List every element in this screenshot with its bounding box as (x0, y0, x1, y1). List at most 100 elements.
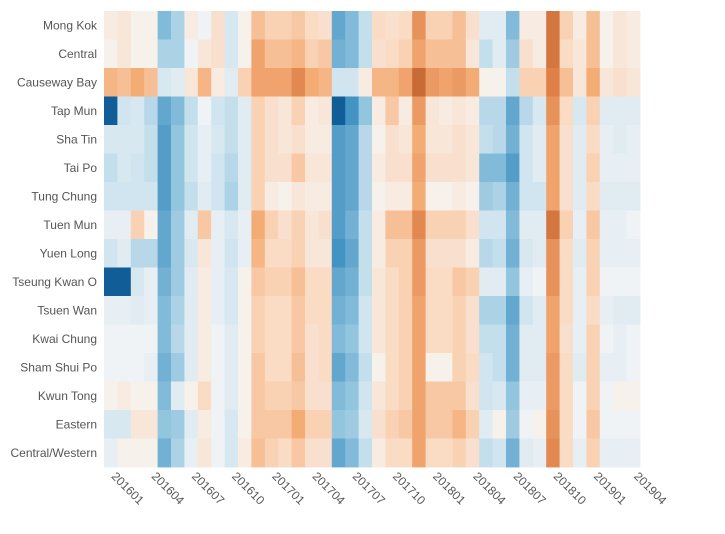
heatmap-cell (104, 153, 118, 183)
heatmap-cell (492, 68, 507, 97)
heatmap-cell (358, 182, 373, 211)
heatmap-cell (197, 125, 212, 154)
x-tick-label: 201707 (350, 469, 388, 507)
heatmap-cell (358, 96, 373, 126)
heatmap-cell (492, 438, 507, 468)
heatmap-cell (104, 210, 118, 240)
heatmap-cell (479, 410, 493, 439)
heatmap-cell (157, 239, 172, 268)
heatmap-cell (573, 68, 587, 97)
heatmap-cell (358, 324, 373, 354)
heatmap-cell (559, 410, 574, 439)
heatmap-cell (465, 153, 480, 183)
heatmap-cell (291, 125, 306, 154)
heatmap-cell (238, 381, 252, 411)
heatmap-cell (532, 11, 547, 40)
heatmap-cell (559, 68, 574, 97)
heatmap-cell (613, 182, 627, 211)
heatmap-cell (519, 11, 534, 40)
heatmap-cell (532, 381, 547, 411)
heatmap-cell (425, 239, 440, 268)
heatmap-cell (506, 210, 520, 240)
heatmap-cell (211, 438, 225, 468)
heatmap-cell (264, 125, 279, 154)
heatmap-cell (264, 267, 279, 297)
heatmap-cell (144, 324, 158, 354)
heatmap-cell (385, 438, 400, 468)
x-tick-label: 201901 (591, 469, 629, 507)
heatmap-cell (506, 324, 520, 354)
heatmap-cell (358, 125, 373, 154)
heatmap-cell (412, 210, 426, 240)
heatmap-cell (157, 267, 172, 297)
heatmap-cell (425, 210, 440, 240)
heatmap-cell (197, 410, 212, 439)
heatmap-cell (331, 182, 346, 211)
heatmap-cell (130, 68, 145, 97)
heatmap-cell (626, 410, 641, 439)
heatmap-cell (479, 210, 493, 240)
heatmap-cell (425, 39, 440, 69)
heatmap-cell (318, 353, 333, 382)
heatmap-cell (278, 267, 292, 297)
heatmap-cell (546, 324, 560, 354)
heatmap-cell (264, 68, 279, 97)
heatmap-cell (224, 39, 239, 69)
heatmap-cell (291, 381, 306, 411)
heatmap-cell (439, 96, 453, 126)
heatmap-cell (358, 153, 373, 183)
heatmap-cell (532, 153, 547, 183)
heatmap-cell (264, 96, 279, 126)
heatmap-cell (519, 353, 534, 382)
heatmap-cell (104, 68, 118, 97)
heatmap-cell (626, 153, 641, 183)
heatmap-cell (144, 68, 158, 97)
heatmap-cell (479, 381, 493, 411)
heatmap-cell (171, 210, 185, 240)
heatmap-cell (573, 353, 587, 382)
heatmap-cell (197, 267, 212, 297)
heatmap-cell (546, 410, 560, 439)
heatmap-cell (465, 239, 480, 268)
heatmap-cell (532, 324, 547, 354)
heatmap-cell (278, 410, 292, 439)
heatmap-cell (599, 239, 614, 268)
heatmap-cell (492, 381, 507, 411)
heatmap-cell (599, 96, 614, 126)
heatmap-cell (372, 353, 386, 382)
heatmap-cell (372, 68, 386, 97)
heatmap-cell (345, 182, 359, 211)
heatmap-cell (211, 296, 225, 325)
heatmap-cell (238, 68, 252, 97)
heatmap-cell (157, 210, 172, 240)
heatmap-cell (278, 353, 292, 382)
heatmap-cell (117, 39, 132, 69)
heatmap-cell (318, 11, 333, 40)
heatmap-cell (197, 68, 212, 97)
heatmap-cell (372, 11, 386, 40)
heatmap-cell (452, 296, 467, 325)
heatmap-cell (465, 96, 480, 126)
heatmap-cell (573, 182, 587, 211)
heatmap-cell (171, 182, 185, 211)
heatmap-cell (492, 210, 507, 240)
heatmap-cell (238, 296, 252, 325)
heatmap-cell (599, 296, 614, 325)
heatmap-cell (559, 210, 574, 240)
row-label: Tuen Mun (43, 218, 97, 232)
heatmap-cell (184, 125, 199, 154)
heatmap-cell (358, 239, 373, 268)
heatmap-cell (278, 210, 292, 240)
heatmap-cell (479, 267, 493, 297)
heatmap-cell (157, 410, 172, 439)
heatmap-cell (439, 210, 453, 240)
heatmap-cell (439, 125, 453, 154)
heatmap-cell (318, 96, 333, 126)
heatmap-cell (157, 296, 172, 325)
heatmap-cell (104, 11, 118, 40)
heatmap-cell (238, 410, 252, 439)
heatmap-cell (238, 324, 252, 354)
heatmap-cell (559, 353, 574, 382)
heatmap-cell (573, 125, 587, 154)
heatmap-cell (412, 438, 426, 468)
